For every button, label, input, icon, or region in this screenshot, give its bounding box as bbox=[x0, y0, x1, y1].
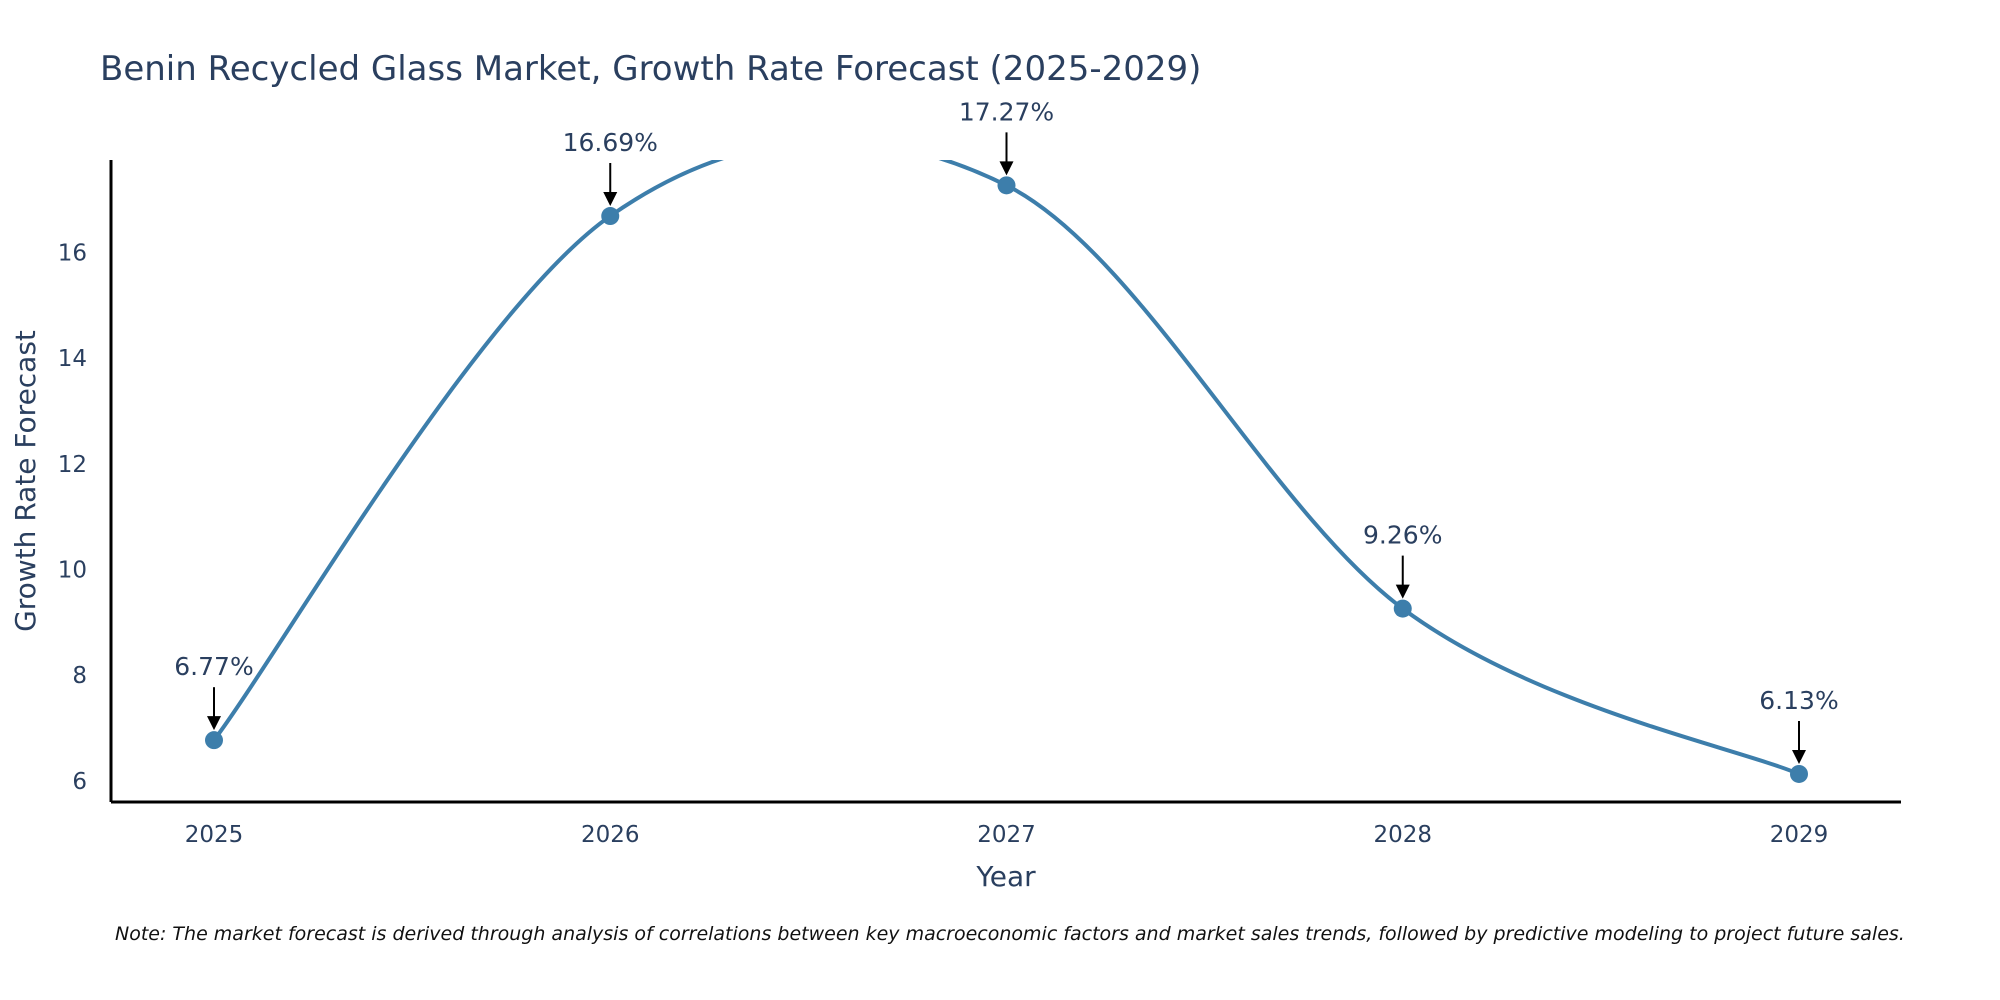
annotation-arrow-head bbox=[1792, 749, 1806, 764]
y-tick-label: 10 bbox=[58, 558, 87, 584]
data-label: 6.77% bbox=[174, 652, 253, 681]
data-label: 17.27% bbox=[959, 97, 1054, 126]
data-point-2029 bbox=[1790, 764, 1808, 783]
annotation-layer: 6.77% 16.69% 17.27% 9.26% 6.13% bbox=[174, 97, 1839, 764]
y-tick-label: 8 bbox=[72, 663, 87, 689]
series-line bbox=[212, 160, 1801, 776]
data-label: 16.69% bbox=[563, 128, 658, 157]
series-layer bbox=[212, 160, 1801, 776]
y-axis-ticks: 6 8 10 12 14 16 bbox=[58, 240, 87, 794]
x-tick-label: 2028 bbox=[1373, 822, 1432, 848]
data-label: 9.26% bbox=[1363, 521, 1442, 550]
chart-note: Note: The market forecast is derived thr… bbox=[115, 923, 1905, 945]
x-axis-ticks: 2025 2026 2027 2028 2029 bbox=[185, 822, 1829, 848]
annotation-arrow-head bbox=[603, 192, 618, 207]
x-tick-label: 2029 bbox=[1770, 822, 1829, 848]
y-tick-label: 16 bbox=[58, 240, 87, 266]
data-point-2026 bbox=[601, 207, 620, 226]
annotation-arrow-head bbox=[207, 716, 221, 731]
x-tick-label: 2025 bbox=[185, 822, 244, 848]
x-tick-label: 2027 bbox=[977, 822, 1036, 848]
data-label: 6.13% bbox=[1759, 686, 1838, 715]
y-tick-label: 14 bbox=[58, 346, 87, 372]
x-tick-label: 2026 bbox=[581, 822, 640, 848]
annotation-arrow-head bbox=[999, 161, 1014, 176]
x-axis-title: Year bbox=[975, 860, 1036, 893]
y-tick-label: 6 bbox=[72, 769, 87, 795]
y-tick-label: 12 bbox=[58, 452, 87, 478]
annotation-arrow-head bbox=[1395, 584, 1410, 599]
data-point-2028 bbox=[1393, 599, 1412, 618]
chart-title: Benin Recycled Glass Market, Growth Rate… bbox=[100, 49, 1201, 89]
y-axis-title: Growth Rate Forecast bbox=[9, 330, 42, 632]
data-point-2025 bbox=[205, 731, 223, 750]
marker-layer bbox=[205, 176, 1808, 783]
data-point-2027 bbox=[997, 176, 1016, 195]
